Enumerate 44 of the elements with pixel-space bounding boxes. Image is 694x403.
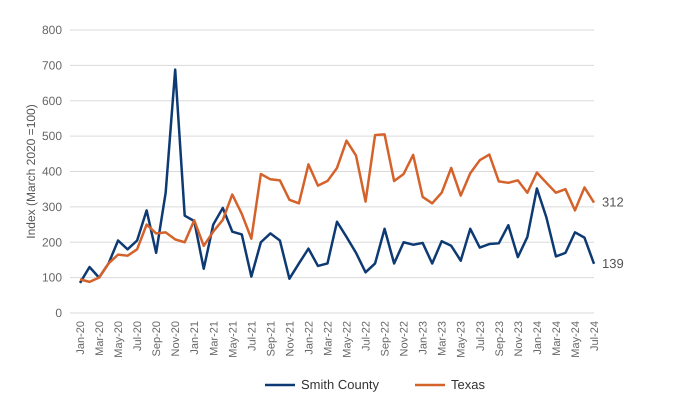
y-tick-label: 700	[42, 58, 62, 72]
x-tick-label: Jan-24	[532, 321, 544, 355]
legend-label: Texas	[451, 377, 486, 392]
x-tick-label: Jan-21	[189, 321, 202, 355]
x-tick-label: May-21	[227, 321, 240, 358]
x-tick-label: Jul-23	[474, 321, 487, 351]
x-tick-label: Mar-22	[322, 321, 334, 356]
y-tick-label: 600	[42, 94, 62, 108]
x-tick-label: Mar-23	[436, 321, 449, 356]
x-tick-label: May-22	[342, 321, 354, 358]
x-tick-label: Nov-21	[284, 321, 296, 356]
x-tick-label: Nov-22	[398, 321, 411, 356]
y-tick-label: 300	[42, 200, 62, 214]
x-tick-label: Jan-22	[303, 321, 316, 355]
x-tick-label: Mar-24	[550, 321, 563, 356]
x-tick-label: Jul-20	[132, 321, 144, 351]
data-label: 312	[602, 194, 624, 210]
data-label: 139	[602, 256, 624, 271]
line-series	[78, 133, 596, 284]
x-tick-label: Jul-22	[360, 321, 373, 351]
x-tick-label: Nov-23	[512, 321, 525, 356]
y-tick-label: 400	[42, 164, 62, 178]
legend-label: Smith County	[301, 377, 380, 392]
y-tick-label: 500	[42, 129, 62, 144]
x-tick-label: Jul-24	[589, 321, 601, 351]
x-tick-label: Sep-23	[494, 321, 506, 356]
y-tick-label: 100	[42, 270, 62, 285]
x-tick-label: Nov-20	[170, 321, 182, 356]
x-tick-label: May-20	[113, 321, 126, 358]
x-tick-label: Mar-21	[208, 321, 220, 356]
x-tick-label: Mar-20	[94, 321, 106, 356]
y-axis-title: Index (March 2020 =100)	[24, 104, 38, 239]
x-tick-label: Jan-23	[418, 321, 430, 355]
x-tick-label: May-23	[456, 321, 468, 358]
line-series	[78, 68, 596, 284]
x-tick-label: May-24	[570, 321, 582, 358]
y-tick-label: 0	[55, 306, 62, 320]
x-tick-label: Jul-21	[246, 321, 258, 351]
x-tick-label: Sep-22	[380, 321, 392, 356]
y-tick-label: 200	[42, 235, 62, 250]
x-tick-label: Sep-21	[265, 321, 278, 356]
x-tick-label: Jan-20	[75, 321, 87, 355]
y-tick-label: 800	[42, 23, 62, 37]
x-tick-label: Sep-20	[151, 321, 164, 356]
